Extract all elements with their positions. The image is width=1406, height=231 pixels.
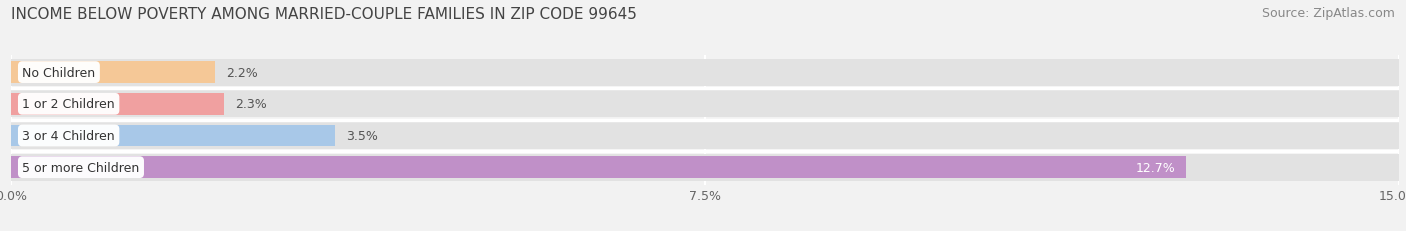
Text: Source: ZipAtlas.com: Source: ZipAtlas.com xyxy=(1261,7,1395,20)
Text: 2.3%: 2.3% xyxy=(235,98,267,111)
Text: 3 or 4 Children: 3 or 4 Children xyxy=(22,129,115,142)
Text: 3.5%: 3.5% xyxy=(346,129,378,142)
Bar xyxy=(11,154,1399,181)
Text: 5 or more Children: 5 or more Children xyxy=(22,161,139,174)
Bar xyxy=(11,91,1399,118)
Text: 1 or 2 Children: 1 or 2 Children xyxy=(22,98,115,111)
Text: INCOME BELOW POVERTY AMONG MARRIED-COUPLE FAMILIES IN ZIP CODE 99645: INCOME BELOW POVERTY AMONG MARRIED-COUPL… xyxy=(11,7,637,22)
Bar xyxy=(11,94,224,115)
Bar xyxy=(11,157,1187,178)
Bar xyxy=(11,122,1399,149)
Bar xyxy=(11,125,335,147)
Text: No Children: No Children xyxy=(22,66,96,79)
Text: 2.2%: 2.2% xyxy=(226,66,257,79)
Bar xyxy=(11,59,1399,86)
Text: 12.7%: 12.7% xyxy=(1135,161,1175,174)
Bar xyxy=(11,62,215,84)
